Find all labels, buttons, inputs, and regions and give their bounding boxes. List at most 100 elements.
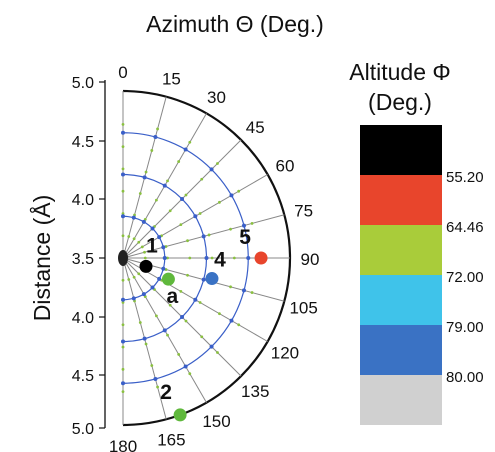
spoke-tick [121,234,125,238]
radial-tick-label: 4.0 [72,310,94,327]
legend-swatch [360,225,442,275]
spoke-tick [121,212,125,215]
spoke-tick [184,193,188,197]
spoke-tick [207,233,211,237]
spoke-tick [121,167,125,171]
spoke-tick [143,256,147,260]
grid-node [229,318,234,323]
spoke-tick [121,278,125,282]
legend-swatch [360,275,442,325]
spoke-tick [177,353,181,356]
spoke-tick [137,272,141,276]
grid-node [209,167,214,172]
grid-node [183,147,188,152]
radial-tick-label: 4.5 [72,368,94,385]
data-point-label: 2 [160,381,172,404]
spoke-tick [121,345,125,349]
spoke-tick [144,342,148,346]
grid-node [121,214,125,219]
grid-node [204,256,209,260]
spoke-tick [186,239,189,243]
chart-title: Azimuth Θ (Deg.) [146,11,324,37]
grid-node [193,297,198,302]
radial-tick-label: 5.0 [72,421,94,438]
spoke-tick [132,237,136,241]
spoke-tick [218,312,221,316]
spoke-tick [138,321,142,324]
grid-node [241,288,246,293]
spoke-tick [143,250,146,254]
azimuth-tick-label: 120 [271,344,299,363]
data-point-label: 5 [239,226,251,249]
spoke-tick [184,319,188,323]
spoke-tick [200,177,204,181]
spoke-tick [155,314,158,318]
data-points: 1 a 45 2 [139,226,268,422]
spoke-tick [121,367,125,371]
legend-label: 72.00 [446,269,484,286]
grid-node [141,292,146,297]
spoke-tick [127,235,131,238]
spoke-tick [166,256,169,260]
azimuth-tick-label: 90 [301,250,320,269]
grid-node [121,297,125,302]
spoke-tick [155,198,158,202]
radial-tick-label: 4.5 [72,134,94,151]
radial-tick-label: 5.0 [72,75,94,92]
spoke-tick [232,256,236,260]
azimuth-tick-label: 180 [109,437,137,452]
spoke-tick [127,278,131,281]
legend-color-bar: 55.20 64.46 72.00 79.00 80.00 [360,125,484,425]
spoke-tick [210,256,214,260]
spoke-tick [188,372,192,376]
grid-node [131,296,136,301]
spoke-tick [237,189,241,193]
legend-title-line1: Altitude Φ [349,59,450,85]
spoke-tick [198,301,202,304]
grid-node [201,234,206,239]
grid-node [150,285,155,290]
data-point [161,272,175,286]
grid-node [121,381,125,386]
grid-node [162,256,167,260]
spoke-tick [121,145,125,149]
spoke-tick [150,149,154,152]
legend-label: 79.00 [446,319,484,336]
spoke-tick [229,227,232,231]
data-point [254,251,268,265]
data-point-label: 4 [214,249,226,272]
grid-node [161,245,166,250]
spoke-tick [121,189,125,193]
spoke-tick [179,290,183,293]
spoke-tick [132,275,136,279]
data-point [139,259,153,273]
spoke-tick [121,323,125,327]
spoke-tick [186,273,189,277]
grid-node [142,175,147,180]
grid-node [121,130,125,135]
grid-node [229,193,234,198]
spoke-tick [138,192,142,195]
grid-node [180,315,185,320]
grid-node [150,226,155,231]
grid-node [201,277,206,282]
spoke-tick [216,351,219,354]
spoke-tick [229,285,232,289]
grid-node [153,376,158,381]
grid-node [157,276,162,281]
spoke-tick [179,223,183,227]
azimuth-tick-label: 105 [289,298,317,317]
legend-swatch [360,175,442,225]
azimuth-tick-label: 150 [202,412,230,431]
y-axis-label: Distance (Å) [28,195,55,322]
grid-node [241,223,246,228]
legend-label: 55.20 [446,169,484,186]
spoke-tick [188,256,192,260]
spoke-tick [121,301,125,304]
grid-node [142,336,147,341]
grid-node [121,339,125,344]
spoke-tick [218,200,221,204]
spoke-tick [166,179,169,183]
spoke-tick [177,160,181,163]
